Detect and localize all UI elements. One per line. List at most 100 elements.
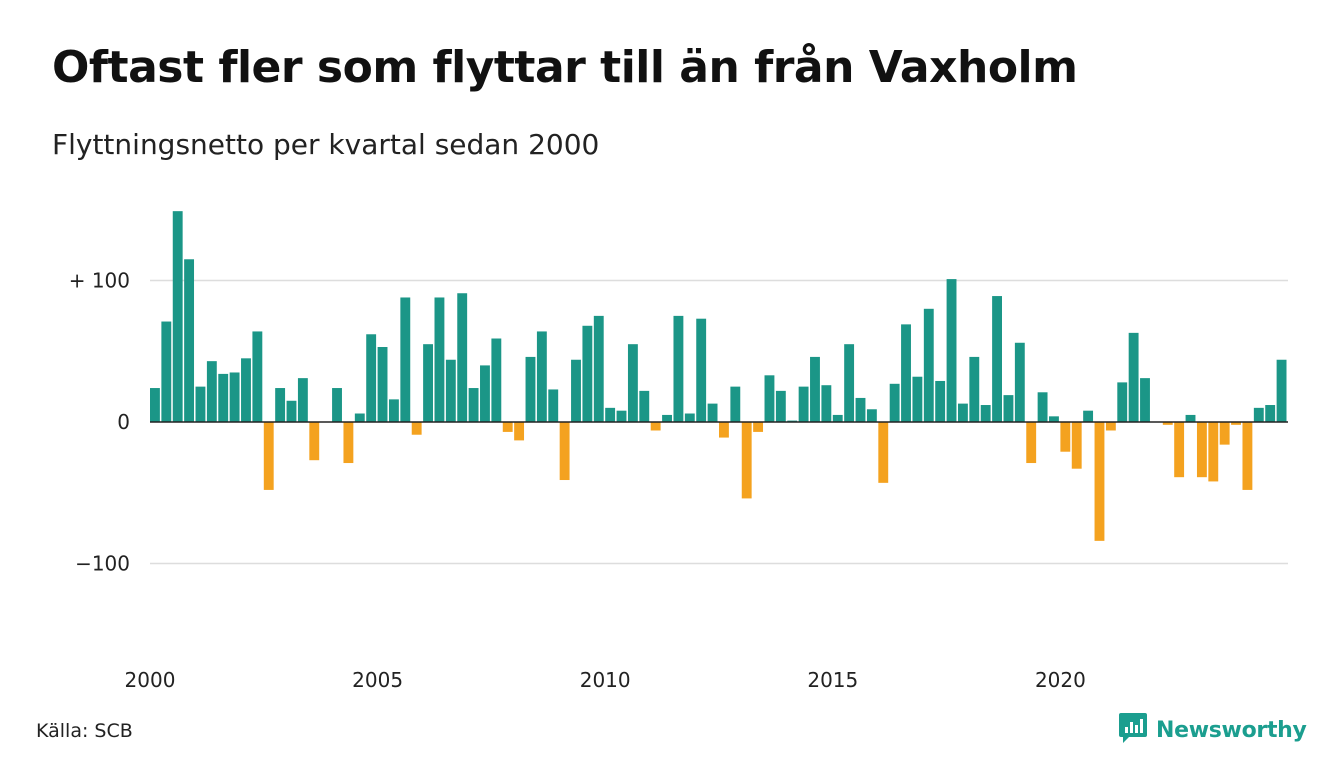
bar	[775, 390, 786, 422]
bar	[468, 388, 479, 422]
bar	[1003, 395, 1014, 423]
bar	[946, 279, 957, 422]
bar	[1083, 410, 1094, 422]
bar	[1094, 422, 1105, 541]
bar	[1185, 414, 1196, 423]
chart-title: Oftast fler som flyttar till än från Vax…	[52, 42, 1078, 93]
bar	[275, 388, 286, 422]
bar	[218, 373, 229, 422]
bar	[593, 315, 604, 423]
bar	[445, 359, 456, 422]
bar	[400, 297, 411, 422]
bar	[741, 422, 752, 499]
bar	[1049, 416, 1059, 422]
bar	[343, 422, 354, 464]
bars	[150, 211, 1287, 541]
bar	[377, 347, 388, 422]
bar	[1242, 422, 1253, 490]
brand-name: Newsworthy	[1156, 717, 1307, 743]
bar	[719, 422, 729, 438]
bar	[696, 318, 707, 422]
bar	[684, 413, 695, 422]
bar	[172, 211, 183, 422]
bar	[582, 325, 593, 422]
bar	[878, 422, 889, 483]
bar	[286, 400, 297, 422]
bar	[332, 388, 342, 422]
bar	[1276, 359, 1287, 422]
brand-logo[interactable]: Newsworthy	[1118, 712, 1307, 748]
bar	[764, 375, 775, 423]
bar	[753, 422, 764, 432]
bar	[1060, 422, 1071, 452]
bar	[1174, 422, 1185, 478]
bar	[1105, 422, 1116, 431]
bar	[1219, 422, 1230, 445]
bar	[912, 376, 923, 422]
bar	[1117, 382, 1128, 422]
bar	[150, 388, 160, 422]
bar	[423, 344, 433, 423]
x-tick-label: 2015	[807, 668, 858, 692]
bar	[502, 422, 513, 432]
bar	[1253, 407, 1264, 422]
bar	[627, 344, 638, 423]
bar	[161, 321, 172, 422]
bar	[1265, 405, 1276, 422]
bar	[309, 422, 320, 461]
x-axis-labels: 2000 2005 2010 2015 2020	[125, 668, 1086, 692]
bar	[866, 409, 877, 422]
bar	[707, 403, 718, 422]
bar	[730, 386, 741, 423]
bar	[480, 365, 490, 422]
bar	[411, 422, 422, 435]
bar	[297, 378, 308, 422]
y-tick-label: + 100	[69, 269, 130, 293]
bar	[810, 356, 820, 422]
bar	[650, 422, 661, 431]
x-tick-label: 2020	[1035, 668, 1086, 692]
bar	[514, 422, 525, 441]
bar	[1162, 422, 1173, 425]
bar	[457, 293, 468, 423]
bar	[1071, 422, 1082, 469]
newsworthy-logo-icon	[1118, 711, 1148, 749]
bar	[1026, 422, 1037, 464]
bar	[923, 308, 934, 422]
bar	[992, 296, 1002, 422]
x-tick-label: 2005	[352, 668, 403, 692]
bar	[1208, 422, 1219, 482]
bar	[639, 390, 650, 422]
bar	[844, 344, 855, 423]
bar	[980, 405, 991, 422]
bar	[832, 414, 843, 423]
bar	[1196, 422, 1207, 478]
bar	[548, 389, 559, 422]
bar	[1140, 378, 1150, 422]
x-tick-label: 2000	[125, 668, 176, 692]
bar	[559, 422, 570, 481]
bar	[969, 356, 980, 422]
bar	[536, 331, 547, 422]
bar	[1231, 422, 1241, 425]
bar	[855, 397, 866, 422]
bar	[241, 358, 251, 422]
bar	[957, 403, 968, 422]
bar	[935, 380, 946, 422]
bar	[206, 361, 217, 422]
bar	[252, 331, 263, 422]
y-tick-label: −100	[75, 552, 130, 576]
bar	[662, 414, 672, 423]
gridlines	[150, 279, 1288, 565]
x-tick-label: 2010	[580, 668, 631, 692]
source-note: Källa: SCB	[36, 720, 133, 742]
bar	[605, 407, 616, 422]
bar	[1128, 332, 1139, 422]
bar	[798, 386, 809, 423]
bar	[1014, 342, 1025, 422]
bar	[889, 383, 900, 422]
bar	[229, 372, 240, 422]
bar	[354, 413, 365, 422]
bar	[571, 359, 581, 422]
